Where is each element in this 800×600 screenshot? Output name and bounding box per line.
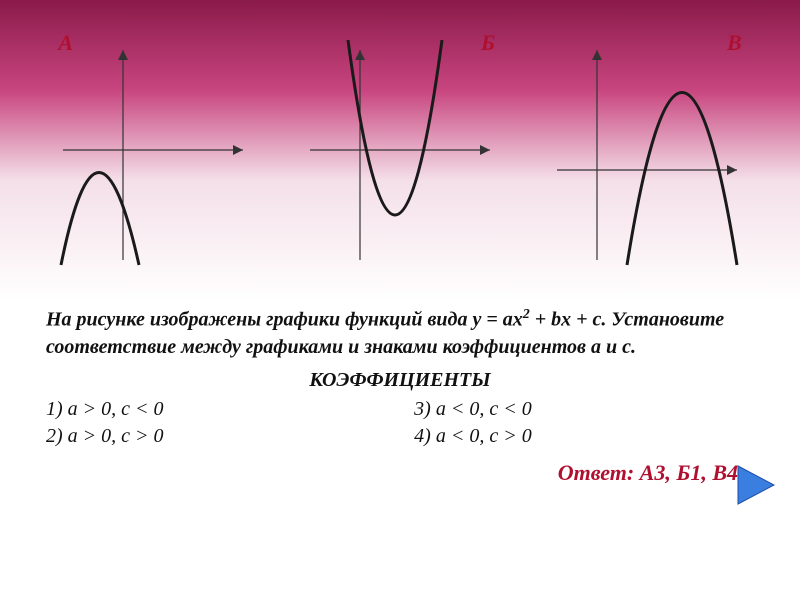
options-left: 1) a > 0, c < 0 2) a > 0, c > 0 <box>46 396 386 450</box>
chart-v: В <box>547 40 747 270</box>
option-1: 1) a > 0, c < 0 <box>46 396 386 423</box>
chart-b-svg <box>300 40 500 270</box>
options-right: 3) a < 0, c < 0 4) a < 0, c > 0 <box>414 396 754 450</box>
prompt-formula-sup: 2 <box>523 307 530 322</box>
next-icon[interactable] <box>732 462 778 508</box>
chart-a: А <box>53 40 253 270</box>
answer-text: Ответ: А3, Б1, В4 <box>46 458 754 488</box>
question-prompt: На рисунке изображены графики функций ви… <box>46 306 754 361</box>
options-row: 1) a > 0, c < 0 2) a > 0, c > 0 3) a < 0… <box>46 396 754 450</box>
prompt-formula-post: + bx + c <box>530 309 602 331</box>
chart-label-v: В <box>727 30 742 56</box>
question-block: На рисунке изображены графики функций ви… <box>0 300 800 487</box>
chart-a-svg <box>53 40 253 270</box>
option-2: 2) a > 0, c > 0 <box>46 423 386 450</box>
prompt-formula: у = ах <box>472 309 522 331</box>
coefficients-title: КОЭФФИЦИЕНТЫ <box>46 367 754 394</box>
option-4: 4) a < 0, c > 0 <box>414 423 754 450</box>
chart-v-svg <box>547 40 747 270</box>
chart-label-a: А <box>58 30 73 56</box>
chart-label-b: Б <box>481 30 495 56</box>
prompt-pre: На рисунке изображены графики функций ви… <box>46 309 472 331</box>
charts-row: А Б В <box>0 0 800 300</box>
chart-b: Б <box>300 40 500 270</box>
option-3: 3) a < 0, c < 0 <box>414 396 754 423</box>
